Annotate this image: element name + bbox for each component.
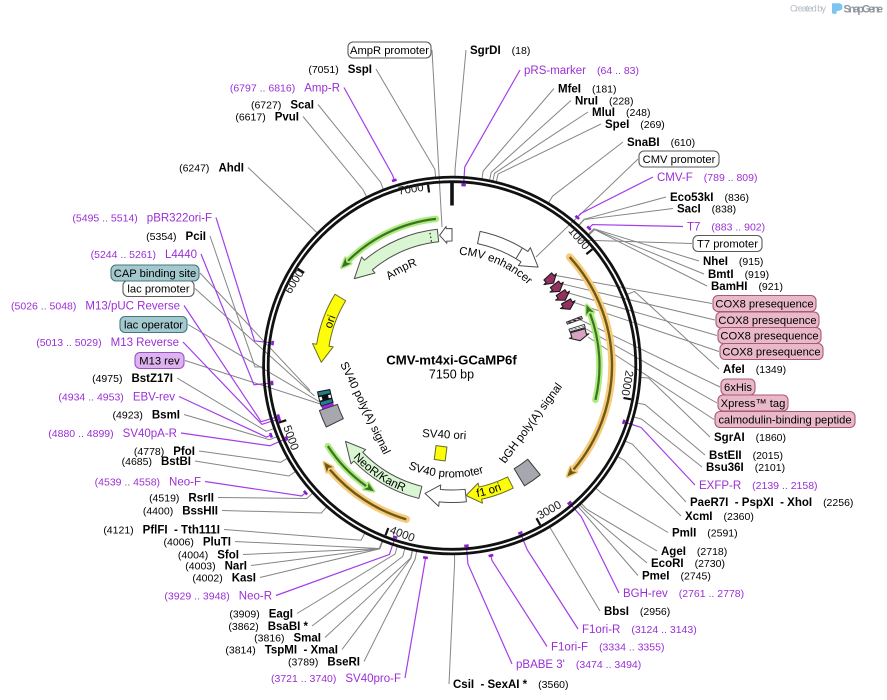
svg-text:SnapGene: SnapGene [844, 4, 884, 16]
svg-text:COX8 presequence: COX8 presequence [718, 315, 816, 327]
svg-text:COX8 presequence: COX8 presequence [722, 347, 820, 359]
svg-text:BGH-rev(2761 .. 2778): BGH-rev (2761 .. 2778) [623, 588, 744, 600]
svg-text:(4880 .. 4899)SV40pA-R: (4880 .. 4899) SV40pA-R [48, 428, 177, 440]
svg-text:(4002)KasI: (4002) KasI [192, 573, 256, 585]
svg-text:(4004)SfoI: (4004) SfoI [178, 550, 239, 562]
svg-text:NheI(915): NheI (915) [703, 256, 763, 268]
svg-text:(4121)PflFI - Tth111I: (4121) PflFI - Tth111I [103, 525, 220, 537]
svg-text:(4539 .. 4558)Neo-F: (4539 .. 4558) Neo-F [95, 477, 201, 489]
svg-text:CsiI - SexAI *(3560): CsiI - SexAI * (3560) [453, 679, 569, 691]
svg-text:Eco53kI(836): Eco53kI (836) [670, 192, 749, 204]
svg-text:2000: 2000 [618, 369, 634, 396]
svg-text:SpeI(269): SpeI (269) [605, 119, 665, 131]
svg-text:T7(883 .. 902): T7 (883 .. 902) [687, 222, 765, 234]
svg-text:SacI(838): SacI (838) [677, 204, 736, 216]
svg-text:BstEII(2015): BstEII (2015) [709, 450, 783, 462]
svg-text:(5013 .. 5029)M13 Reverse: (5013 .. 5029) M13 Reverse [36, 337, 179, 349]
svg-text:(3721 .. 3740)SV40pro-F: (3721 .. 3740) SV40pro-F [271, 673, 401, 685]
svg-text:PmeI(2745): PmeI (2745) [642, 571, 711, 583]
svg-text:EXFP-R(2139 .. 2158): EXFP-R (2139 .. 2158) [699, 480, 818, 492]
svg-text:(4934 .. 4953)EBV-rev: (4934 .. 4953) EBV-rev [58, 392, 175, 404]
svg-text:SgrAI(1860): SgrAI (1860) [714, 432, 786, 444]
svg-text:F1ori-F(3334 .. 3355): F1ori-F (3334 .. 3355) [551, 642, 664, 654]
svg-text:(4519)RsrII: (4519) RsrII [149, 493, 214, 505]
svg-text:(4778)PfoI: (4778) PfoI [134, 446, 195, 458]
svg-text:(3862)BsaBI *: (3862) BsaBI * [228, 621, 308, 633]
svg-text:(4400)BssHII: (4400) BssHII [143, 506, 218, 518]
svg-text:CMV-F(789 .. 809): CMV-F (789 .. 809) [657, 172, 757, 184]
svg-text:AfeI(1349): AfeI (1349) [723, 364, 786, 376]
svg-text:lac operator: lac operator [124, 320, 183, 332]
svg-text:Created by: Created by [790, 4, 826, 14]
svg-text:NruI(228): NruI (228) [575, 96, 634, 108]
svg-text:(5026 .. 5048)M13/pUC Reverse: (5026 .. 5048) M13/pUC Reverse [11, 301, 180, 313]
svg-text:EcoRI(2730): EcoRI (2730) [651, 558, 725, 570]
svg-text:CMV promoter: CMV promoter [643, 154, 716, 166]
svg-text:6xHis: 6xHis [724, 382, 752, 394]
svg-text:(3816)SmaI: (3816) SmaI [254, 633, 321, 645]
svg-text:(6247)AhdI: (6247) AhdI [179, 163, 244, 175]
svg-text:PmlI(2591): PmlI (2591) [672, 528, 738, 540]
svg-text:MluI(248): MluI (248) [592, 107, 651, 119]
svg-text:lac promoter: lac promoter [127, 284, 189, 296]
svg-text:Xpress™ tag: Xpress™ tag [721, 398, 786, 410]
svg-text:MfeI(181): MfeI (181) [558, 84, 617, 96]
svg-text:pRS-marker(64 .. 83): pRS-marker (64 .. 83) [524, 65, 639, 77]
svg-text:BbsI(2956): BbsI (2956) [604, 606, 670, 618]
svg-text:SnaBI(610): SnaBI (610) [627, 137, 695, 149]
svg-text:(6727)ScaI: (6727) ScaI [251, 100, 314, 112]
svg-text:(3789)BseRI: (3789) BseRI [288, 657, 360, 669]
svg-text:(4006)PluTI: (4006) PluTI [164, 537, 231, 549]
svg-text:pBABE 3'(3474 .. 3494): pBABE 3' (3474 .. 3494) [516, 659, 641, 671]
svg-text:COX8 presequence: COX8 presequence [715, 299, 813, 311]
svg-text:ori: ori [323, 314, 339, 330]
svg-text:7000: 7000 [397, 182, 424, 198]
svg-text:(3909)EagI: (3909) EagI [229, 609, 293, 621]
svg-text:SgrDI(18): SgrDI (18) [470, 45, 530, 57]
svg-text:(7051)SspI: (7051) SspI [308, 64, 372, 76]
svg-text:AgeI(2718): AgeI (2718) [661, 546, 727, 558]
svg-text:M13 rev: M13 rev [139, 356, 180, 368]
svg-text:BmtI(919): BmtI (919) [708, 269, 769, 281]
svg-text:(4923)BsmI: (4923) BsmI [113, 410, 180, 422]
svg-text:BamHI(921): BamHI (921) [711, 281, 783, 293]
svg-text:Bsu36I(2101): Bsu36I (2101) [706, 462, 785, 474]
svg-text:AmpR promoter: AmpR promoter [350, 45, 429, 57]
svg-text:(3929 .. 3948)Neo-R: (3929 .. 3948) Neo-R [164, 591, 272, 603]
svg-text:(6797 .. 6816)Amp-R: (6797 .. 6816) Amp-R [230, 83, 340, 95]
svg-text:PaeR7I - PspXI - XhoI(2256): PaeR7I - PspXI - XhoI (2256) [690, 497, 853, 509]
svg-text:(6617)PvuI: (6617) PvuI [235, 112, 299, 124]
svg-text:(5354)PciI: (5354) PciI [146, 231, 206, 243]
svg-text:CMV-mt4xi-GCaMP6f: CMV-mt4xi-GCaMP6f [386, 353, 517, 368]
svg-text:COX8 presequence: COX8 presequence [720, 331, 818, 343]
svg-text:SV40 ori: SV40 ori [422, 428, 467, 442]
svg-text:(5495 .. 5514)pBR322ori-F: (5495 .. 5514) pBR322ori-F [72, 213, 212, 225]
svg-text:(4003)NarI: (4003) NarI [185, 561, 247, 573]
svg-text:CAP binding site: CAP binding site [114, 268, 197, 280]
svg-text:T7 promoter: T7 promoter [697, 239, 758, 251]
svg-text:(4975)BstZ17I: (4975) BstZ17I [92, 373, 173, 385]
svg-text:F1ori-R(3124 .. 3143): F1ori-R (3124 .. 3143) [582, 624, 697, 636]
svg-text:calmodulin-binding peptide: calmodulin-binding peptide [718, 415, 851, 427]
svg-text:(4685)BstBI: (4685) BstBI [122, 456, 191, 468]
svg-text:7150 bp: 7150 bp [429, 368, 474, 382]
svg-text:(5244 .. 5261)L4440: (5244 .. 5261) L4440 [91, 249, 197, 261]
svg-text:(3814)TspMI - XmaI: (3814) TspMI - XmaI [225, 645, 338, 657]
svg-text:XcmI(2360): XcmI (2360) [685, 511, 754, 523]
